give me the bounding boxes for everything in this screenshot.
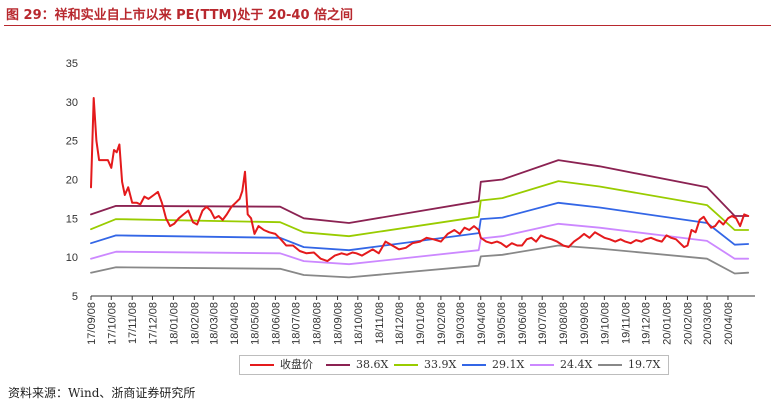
series-line-close <box>90 97 750 263</box>
y-tick-label: 35 <box>66 58 78 70</box>
x-tick-label: 17/10/08 <box>106 302 118 345</box>
x-tick-label: 18/09/08 <box>333 302 345 345</box>
x-tick-label: 18/11/08 <box>374 302 386 344</box>
x-tick-label: 18/10/08 <box>353 302 365 345</box>
y-tick-label: 25 <box>66 136 78 148</box>
x-tick-label: 19/09/08 <box>579 302 591 345</box>
legend-swatch-38-6x <box>326 364 350 366</box>
axes: 5 10 15 20 25 30 35 17/09/08 17/10/08 17/11/08 17/… <box>66 58 755 345</box>
legend-label-38-6x: 38.6X <box>356 358 389 371</box>
x-tick-label: 17/12/08 <box>147 302 159 345</box>
x-tick-label: 20/04/08 <box>723 302 735 345</box>
legend-swatch-33-9x <box>394 364 418 366</box>
series-line-38-6x <box>90 159 750 224</box>
x-tick-label: 19/07/08 <box>537 302 549 345</box>
legend: 收盘价 38.6X 33.9X 29.1X 24.4X 19.7X <box>239 355 669 375</box>
x-tick-label: 20/01/08 <box>662 302 674 345</box>
x-tick-label: 19/03/08 <box>455 302 467 345</box>
series-layer <box>90 97 750 279</box>
legend-swatch-19-7x <box>598 364 622 366</box>
series-line-33-9x <box>90 180 750 238</box>
series-line-24-4x <box>90 222 750 266</box>
x-tick-label: 18/02/08 <box>189 302 201 345</box>
x-tick-label: 17/09/08 <box>86 302 98 345</box>
legend-label-24-4x: 24.4X <box>560 358 593 371</box>
y-tick-label: 20 <box>66 175 78 187</box>
x-tick-label: 18/07/08 <box>291 302 303 345</box>
x-tick-label: 18/04/08 <box>229 302 241 345</box>
x-tick-label: 18/12/08 <box>394 302 406 345</box>
legend-swatch-29-1x <box>462 364 486 366</box>
title-divider <box>4 25 771 26</box>
x-tick-label: 19/08/08 <box>558 302 570 345</box>
x-tick-label: 19/10/08 <box>599 302 611 345</box>
legend-label-29-1x: 29.1X <box>492 358 525 371</box>
x-tick-label: 17/11/08 <box>127 302 139 344</box>
x-tick-label: 19/12/08 <box>641 302 653 345</box>
x-tick-label: 19/06/08 <box>517 302 529 345</box>
x-tick-label: 18/06/08 <box>270 302 282 345</box>
x-tick-label: 18/05/08 <box>249 302 261 345</box>
legend-label-33-9x: 33.9X <box>424 358 457 371</box>
x-tick-label: 20/02/08 <box>682 302 694 345</box>
series-line-19-7x <box>90 244 750 279</box>
x-tick-label: 19/04/08 <box>476 302 488 345</box>
y-tick-label: 15 <box>66 213 78 225</box>
x-tick-label: 19/01/08 <box>415 302 427 345</box>
x-tick-label: 20/03/08 <box>702 302 714 345</box>
x-tick-label: 19/05/08 <box>496 302 508 345</box>
x-tick-label: 19/11/08 <box>620 302 632 344</box>
y-tick-label: 5 <box>72 291 78 303</box>
x-tick-label: 18/03/08 <box>208 302 220 345</box>
legend-label-close: 收盘价 <box>280 358 313 371</box>
x-tick-label: 18/01/08 <box>168 302 180 345</box>
x-tick-label: 19/02/08 <box>436 302 448 345</box>
legend-label-19-7x: 19.7X <box>628 358 661 371</box>
figure-title: 图 29：祥和实业自上市以来 PE(TTM)处于 20-40 倍之间 <box>6 8 354 23</box>
legend-swatch-24-4x <box>530 364 554 366</box>
y-tick-label: 30 <box>66 97 78 109</box>
legend-swatch-close <box>250 364 274 366</box>
x-tick-label: 18/08/08 <box>312 302 324 345</box>
source-note: 资料来源：Wind、浙商证券研究所 <box>8 386 196 400</box>
y-tick-label: 10 <box>66 252 78 264</box>
